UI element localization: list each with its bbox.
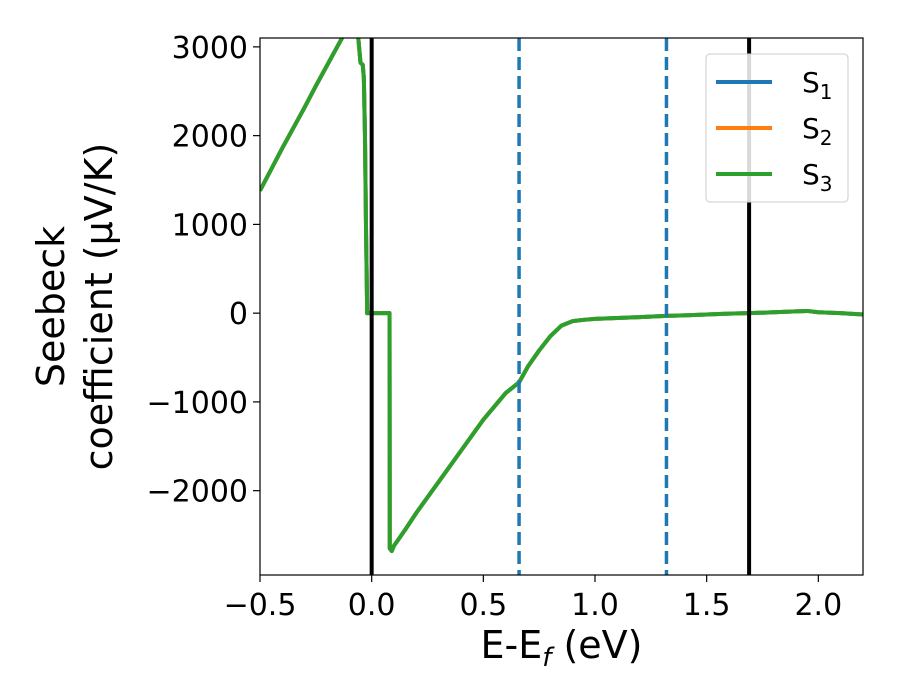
y-tick-label: −1000 [147, 386, 248, 421]
y-tick-label: 3000 [172, 31, 248, 66]
plot-frame [259, 37, 864, 576]
x-axis-label: E-Ef (eV) [481, 623, 643, 673]
x-tick-label: 0.5 [459, 588, 507, 623]
x-tick-label: −0.5 [224, 588, 297, 623]
y-axis-label-line2: coefficient (μV/K) [77, 143, 121, 471]
legend-box [705, 53, 849, 203]
legend: S1 S2 S3 [705, 53, 849, 203]
x-tick-label: 1.5 [683, 588, 731, 623]
y-tick-label: 1000 [172, 208, 248, 243]
legend-label-1: S1 [802, 66, 833, 104]
y-tick-label: 2000 [172, 120, 248, 155]
y-axis-label-line1: Seebeck [29, 226, 73, 387]
x-tick-label: 2.0 [794, 588, 842, 623]
x-tick-label: 1.0 [571, 588, 619, 623]
x-tick-label: 0.0 [348, 588, 396, 623]
y-tick-label: −2000 [147, 475, 248, 510]
legend-label-3: S3 [802, 158, 833, 196]
y-tick-label: 0 [229, 297, 248, 332]
legend-label-2: S2 [802, 112, 833, 150]
series-line-3 [260, 38, 863, 554]
